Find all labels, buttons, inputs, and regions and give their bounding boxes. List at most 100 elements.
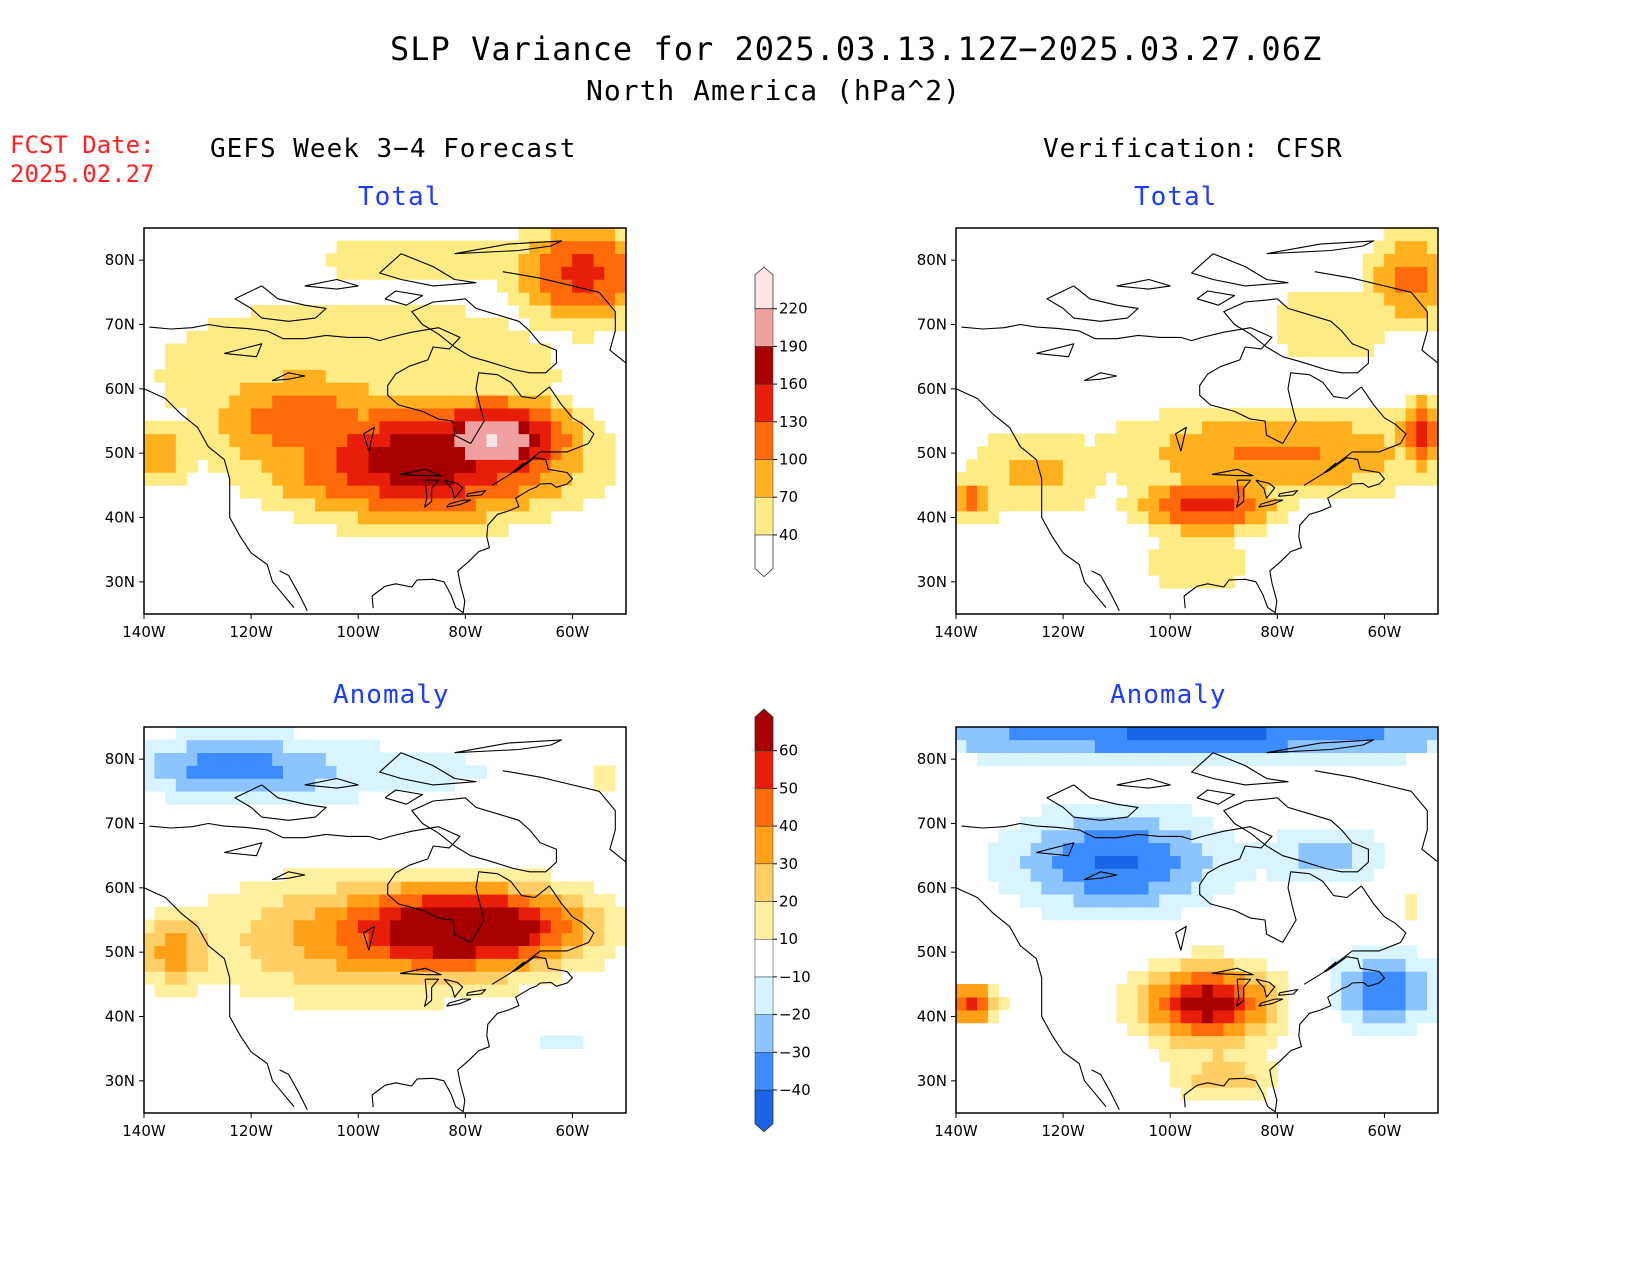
colorbar-segment — [754, 825, 774, 865]
coastline — [304, 777, 359, 789]
coastline — [1046, 285, 1139, 322]
coastlines — [144, 739, 626, 1113]
coastline — [956, 388, 1107, 608]
colorbar-segment — [754, 1052, 774, 1091]
colorbar-segment — [754, 750, 774, 789]
x-tick-label: 140W — [934, 623, 978, 641]
coastline — [363, 925, 375, 951]
y-tick-label: 40N — [917, 509, 947, 527]
colorbar-segment — [754, 1014, 774, 1053]
coastline — [379, 253, 477, 287]
coastline — [1091, 570, 1120, 612]
coastline — [271, 372, 306, 382]
coastline — [1036, 842, 1075, 857]
y-tick-label: 60N — [105, 380, 135, 398]
coastline — [443, 479, 464, 499]
y-tick-label: 40N — [917, 1008, 947, 1026]
colorbar-label: 40 — [779, 526, 798, 544]
y-tick-label: 80N — [105, 251, 135, 269]
coastline — [1191, 752, 1289, 786]
coastline — [1277, 489, 1299, 497]
coastline — [1282, 372, 1362, 444]
colorbar-label: 130 — [779, 413, 808, 431]
y-tick-label: 60N — [917, 879, 947, 897]
shaded-field — [956, 727, 1438, 1101]
coastline — [1282, 871, 1362, 943]
x-tick-label: 80W — [1260, 623, 1294, 641]
coastline — [234, 784, 327, 821]
coastline — [1083, 372, 1118, 382]
coastline — [371, 885, 595, 1113]
coastline — [384, 290, 424, 306]
x-tick-label: 60W — [555, 623, 589, 641]
coastline — [399, 468, 442, 477]
y-tick-label: 60N — [917, 380, 947, 398]
colorbar-label: 50 — [779, 779, 798, 797]
colorbar-label: −40 — [779, 1081, 811, 1099]
coastline — [1236, 479, 1252, 508]
coastline — [1175, 925, 1187, 951]
y-tick-label: 80N — [917, 251, 947, 269]
coastline — [144, 388, 295, 608]
coastline — [1266, 240, 1375, 255]
coastline — [224, 842, 263, 857]
y-tick-label: 30N — [105, 573, 135, 591]
y-tick-label: 40N — [105, 1008, 135, 1026]
coastline — [234, 285, 327, 322]
x-tick-label: 60W — [1367, 1122, 1401, 1140]
left-column-heading: GEFS Week 3−4 Forecast — [210, 134, 577, 164]
colorbar-total: 40 70 100 130 160 190 220 — [754, 266, 808, 578]
y-tick-label: 50N — [105, 943, 135, 961]
coastline — [411, 298, 557, 374]
x-tick-label: 140W — [934, 1122, 978, 1140]
y-tick-label: 30N — [917, 573, 947, 591]
panel-frame — [143, 227, 627, 615]
y-tick-label: 50N — [105, 444, 135, 462]
y-tick-label: 50N — [917, 943, 947, 961]
colorbar-segment — [754, 938, 774, 978]
colorbar-label: −10 — [779, 968, 811, 986]
coastline — [502, 271, 626, 365]
colorbar-label: 220 — [779, 300, 808, 318]
coastline — [384, 789, 424, 805]
colorbar-segment — [754, 308, 774, 347]
colorbar-segment — [754, 346, 774, 385]
coastline — [224, 343, 263, 358]
panel-title-verification-total: Total — [1134, 182, 1218, 212]
colorbar-label: −30 — [779, 1043, 811, 1061]
coastline — [1211, 468, 1254, 477]
colorbar-label: 30 — [779, 855, 798, 873]
x-tick-label: 140W — [122, 623, 166, 641]
coastline — [1191, 253, 1289, 287]
coastlines — [956, 240, 1438, 614]
colorbar-label: 40 — [779, 817, 798, 835]
y-tick-label: 30N — [105, 1072, 135, 1090]
colorbar-segment — [754, 383, 774, 423]
coastline — [1255, 978, 1276, 998]
coastline — [424, 479, 440, 508]
map-panel-3: 140W 120W 100W 80W 60W 30N 40N 50N 60N 70N 80N — [917, 726, 1439, 1140]
x-tick-label: 60W — [555, 1122, 589, 1140]
coastline — [149, 323, 471, 444]
x-tick-label: 80W — [1260, 1122, 1294, 1140]
panel-frame — [143, 726, 627, 1114]
x-tick-label: 120W — [1041, 623, 1085, 641]
coastline — [1183, 885, 1407, 1113]
x-tick-label: 80W — [448, 623, 482, 641]
coastline — [454, 240, 563, 255]
coastline — [1277, 988, 1299, 996]
coastline — [470, 372, 550, 444]
fcst-date-label: FCST Date: — [10, 131, 155, 159]
map-panel-0: 140W 120W 100W 80W 60W 30N 40N 50N 60N 70N 80N — [105, 227, 627, 641]
coastline — [1258, 998, 1284, 1007]
coastline — [271, 871, 306, 881]
coastline — [424, 978, 440, 1007]
coastline — [279, 1069, 308, 1111]
shaded-field — [144, 228, 626, 538]
coastline — [1258, 499, 1284, 508]
panel-frame — [955, 227, 1439, 615]
coastline — [411, 797, 557, 873]
coastline — [454, 739, 563, 754]
figure-title: SLP Variance for 2025.03.13.12Z−2025.03.… — [390, 30, 1323, 68]
coastline — [1255, 479, 1276, 499]
